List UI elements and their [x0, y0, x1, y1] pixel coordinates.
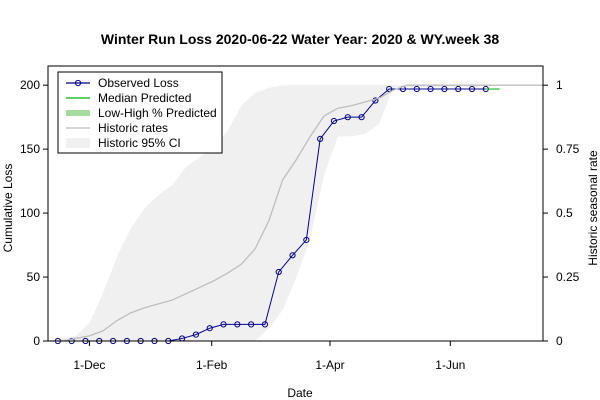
observed-loss-point	[386, 85, 393, 93]
y-tick-label: 0	[33, 334, 40, 348]
y2-tick-label: 1	[556, 78, 563, 92]
plot-frame	[47, 65, 544, 342]
x-axis-label: Date	[287, 386, 313, 400]
ci-band-layer	[48, 85, 543, 342]
ci-band-area	[48, 85, 543, 342]
legend-label-historic-rates: Historic rates	[98, 121, 168, 135]
y-tick-label: 100	[20, 206, 40, 220]
observed-loss-point	[220, 321, 227, 328]
legend-marker-observed-loss	[74, 79, 82, 87]
y-axis-label: Cumulative Loss	[1, 164, 15, 253]
observed-loss-point	[261, 321, 269, 328]
y2-axis-label: Historic seasonal rate	[586, 150, 600, 266]
x-tick-label: 1-Feb	[196, 358, 228, 372]
axes-layer: 1-Dec 1-Feb 1-Apr 1-Jun 0 50 100 150 200 0 0.25 0.5…	[20, 78, 580, 372]
observed-loss-point	[289, 252, 296, 259]
y2-tick-label: 0.5	[556, 206, 573, 220]
observed-loss-point	[275, 268, 282, 276]
x-tick-label: 1-Apr	[315, 358, 344, 372]
observed-loss-point	[192, 331, 200, 338]
y2-tick-label: 0.25	[556, 270, 580, 284]
observed-loss-point	[248, 321, 255, 328]
observed-loss-point	[317, 135, 324, 143]
observed-loss-point	[413, 85, 420, 93]
observed-loss-point	[427, 85, 434, 93]
observed-loss-point	[455, 85, 462, 93]
legend-label-historic-95-ci: Historic 95% CI	[98, 136, 181, 150]
x-tick-label: 1-Dec	[73, 358, 105, 372]
observed-loss-point	[468, 85, 476, 93]
y2-tick-label: 0	[556, 334, 563, 348]
x-tick-label: 1-Jun	[435, 358, 465, 372]
y-tick-label: 150	[20, 142, 40, 156]
y2-tick-label: 0.75	[556, 142, 580, 156]
historic-rates-line	[48, 84, 543, 342]
y-tick-label: 50	[27, 270, 41, 284]
observed-loss-point	[358, 114, 365, 121]
legend-label-observed-loss: Observed Loss	[98, 76, 179, 90]
observed-loss-point	[441, 85, 448, 93]
observed-loss-point	[234, 321, 241, 328]
legend-label-low-high-predicted: Low-High % Predicted	[98, 106, 217, 120]
observed-loss-point	[372, 97, 379, 104]
observed-loss-point	[303, 236, 310, 244]
legend-swatch-historic-95-ci	[66, 138, 90, 148]
y-tick-label: 200	[20, 78, 40, 92]
observed-loss-point	[206, 325, 213, 332]
legend-label-median-predicted: Median Predicted	[98, 91, 191, 105]
observed-loss-point	[330, 117, 338, 125]
observed-loss-point	[344, 114, 351, 121]
chart-title: Winter Run Loss 2020-06-22 Water Year: 2…	[101, 31, 499, 47]
